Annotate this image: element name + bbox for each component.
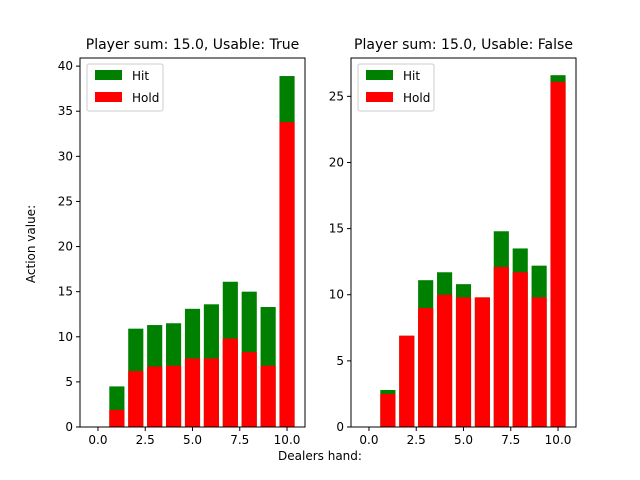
x-tick-label: 0.0 — [359, 433, 378, 447]
legend-label-hold: Hold — [132, 91, 159, 105]
x-tick-label: 7.5 — [230, 433, 249, 447]
bar-hold-6 — [203, 358, 219, 427]
bar-hold-1 — [380, 393, 396, 427]
y-tick-label: 20 — [58, 240, 73, 254]
legend-label-hit: Hit — [403, 69, 420, 83]
legend-label-hold: Hold — [403, 91, 430, 105]
bar-hold-2 — [128, 371, 144, 427]
legend-swatch-hit — [95, 70, 122, 80]
x-tick-label: 10.0 — [545, 433, 572, 447]
bar-hold-9 — [260, 365, 276, 427]
chart-title: Player sum: 15.0, Usable: False — [354, 37, 573, 53]
x-tick-label: 0.0 — [88, 433, 107, 447]
y-tick-label: 10 — [329, 288, 344, 302]
bar-hold-1 — [109, 409, 125, 427]
y-tick-label: 30 — [58, 149, 73, 163]
bar-hold-8 — [241, 352, 257, 427]
chart-2: 0.0 2.5 5.0 7.5 10.0 0 5 10 15 20 25 Player sum: 15… — [329, 37, 577, 447]
charts-container: 0.0 2.5 5.0 7.5 10.0 0 5 10 15 20 25 30 35 40 Player s… — [58, 37, 577, 447]
legend-swatch-hold — [95, 92, 122, 102]
y-tick-label: 5 — [336, 354, 344, 368]
y-tick-label: 15 — [329, 222, 344, 236]
bar-hold-7 — [222, 338, 238, 427]
bar-hold-8 — [512, 272, 528, 427]
bar-hold-10 — [550, 81, 566, 427]
x-tick-label: 5.0 — [183, 433, 202, 447]
y-tick-label: 10 — [58, 330, 73, 344]
bar-hold-2 — [399, 335, 415, 427]
bar-hold-4 — [166, 365, 182, 427]
y-tick-label: 15 — [58, 285, 73, 299]
legend-swatch-hold — [366, 92, 393, 102]
y-tick-label: 0 — [65, 420, 73, 434]
y-axis-label: Action value: — [24, 205, 38, 283]
bar-hold-3 — [147, 366, 163, 427]
y-tick-label: 35 — [58, 104, 73, 118]
bar-hold-6 — [474, 297, 490, 427]
bar-hold-5 — [184, 358, 201, 427]
legend: Hit Hold — [357, 63, 435, 112]
x-axis-label: Dealers hand: — [278, 449, 362, 463]
y-tick-label: 0 — [336, 420, 344, 434]
x-tick-label: 2.5 — [407, 433, 426, 447]
legend: Hit Hold — [86, 63, 164, 112]
y-tick-label: 5 — [65, 375, 73, 389]
legend-label-hit: Hit — [132, 69, 149, 83]
x-tick-label: 2.5 — [136, 433, 155, 447]
bar-hold-3 — [418, 307, 434, 427]
y-tick-label: 20 — [329, 155, 344, 169]
bar-hold-7 — [493, 266, 509, 427]
y-tick-label: 25 — [329, 89, 344, 103]
chart-1: 0.0 2.5 5.0 7.5 10.0 0 5 10 15 20 25 30 35 40 Player s… — [58, 37, 306, 447]
bar-hold-10 — [279, 122, 295, 427]
x-tick-label: 7.5 — [501, 433, 520, 447]
x-tick-label: 10.0 — [274, 433, 301, 447]
bar-hold-4 — [437, 294, 453, 427]
y-tick-label: 25 — [58, 194, 73, 208]
y-tick-label: 40 — [58, 59, 73, 73]
x-tick-label: 5.0 — [454, 433, 473, 447]
legend-swatch-hit — [366, 70, 393, 80]
chart-title: Player sum: 15.0, Usable: True — [86, 37, 299, 53]
bar-hold-5 — [455, 297, 472, 427]
bar-hold-9 — [531, 297, 547, 427]
